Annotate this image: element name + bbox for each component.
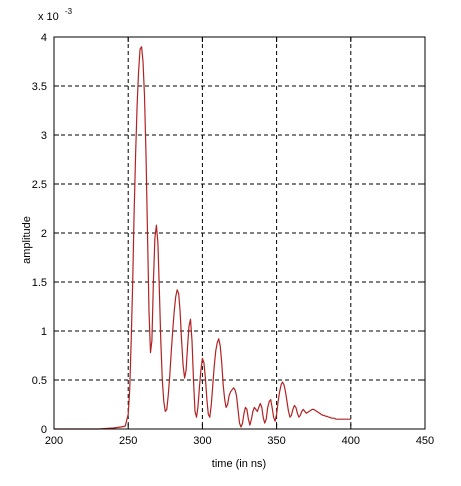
y-tick-label: 2.5 — [32, 179, 47, 191]
y-scale-exponent: -3 — [65, 7, 73, 16]
x-axis-title: time (in ns) — [212, 458, 266, 470]
series-layer — [54, 46, 351, 430]
grid — [54, 37, 425, 429]
y-tick-label: 0 — [41, 424, 47, 436]
x-tick-label: 400 — [342, 435, 360, 447]
y-tick-label: 2 — [41, 228, 47, 240]
x-tick-label: 350 — [267, 435, 285, 447]
x-tick-label: 450 — [416, 435, 434, 447]
y-axis-title: amplitude — [21, 216, 33, 264]
series-line — [54, 46, 351, 430]
y-tick-label: 1.5 — [32, 277, 47, 289]
y-tick-label: 1 — [41, 326, 47, 338]
ticks — [53, 36, 426, 430]
x-tick-label: 200 — [45, 435, 63, 447]
y-tick-label: 3.5 — [32, 81, 47, 93]
x-tick-label: 300 — [193, 435, 211, 447]
y-tick-label: 0.5 — [32, 375, 47, 387]
y-tick-label: 4 — [41, 32, 47, 44]
y-scale-factor: x 10 — [38, 11, 59, 23]
y-tick-label: 3 — [41, 130, 47, 142]
x-tick-label: 250 — [119, 435, 137, 447]
tick-labels: 200 250 300 350 400 450 0 0.5 1 1.5 2 2.5 3 3.5 4 — [32, 32, 434, 447]
